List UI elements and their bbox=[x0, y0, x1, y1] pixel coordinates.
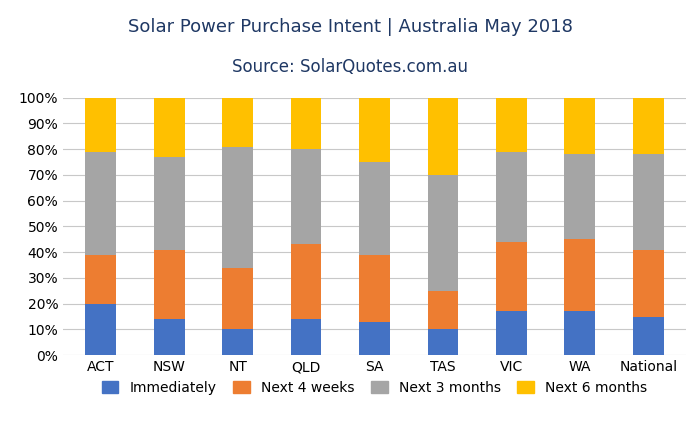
Bar bbox=[154, 157, 185, 250]
Text: Solar Power Purchase Intent | Australia May 2018: Solar Power Purchase Intent | Australia … bbox=[127, 18, 573, 36]
Bar bbox=[85, 152, 116, 255]
Bar bbox=[633, 317, 664, 355]
Bar bbox=[222, 147, 253, 268]
Bar bbox=[564, 311, 595, 355]
Bar bbox=[428, 175, 458, 291]
Bar bbox=[359, 255, 390, 322]
Bar bbox=[222, 98, 253, 147]
Bar bbox=[85, 255, 116, 304]
Bar bbox=[85, 304, 116, 355]
Bar bbox=[633, 155, 664, 250]
Bar bbox=[496, 242, 527, 311]
Bar bbox=[154, 319, 185, 355]
Bar bbox=[633, 98, 664, 155]
Bar bbox=[290, 98, 321, 149]
Bar bbox=[428, 98, 458, 175]
Bar bbox=[428, 329, 458, 355]
Bar bbox=[290, 319, 321, 355]
Bar bbox=[359, 98, 390, 162]
Bar bbox=[290, 149, 321, 245]
Bar bbox=[564, 239, 595, 311]
Bar bbox=[290, 245, 321, 319]
Bar bbox=[222, 268, 253, 329]
Bar bbox=[85, 98, 116, 152]
Bar bbox=[359, 322, 390, 355]
Legend: Immediately, Next 4 weeks, Next 3 months, Next 6 months: Immediately, Next 4 weeks, Next 3 months… bbox=[102, 381, 648, 395]
Bar bbox=[496, 98, 527, 152]
Bar bbox=[222, 329, 253, 355]
Bar bbox=[633, 250, 664, 317]
Bar bbox=[154, 250, 185, 319]
Bar bbox=[496, 311, 527, 355]
Bar bbox=[564, 155, 595, 239]
Bar bbox=[496, 152, 527, 242]
Text: Source: SolarQuotes.com.au: Source: SolarQuotes.com.au bbox=[232, 58, 468, 76]
Bar bbox=[359, 162, 390, 255]
Bar bbox=[428, 291, 458, 329]
Bar bbox=[154, 98, 185, 157]
Bar bbox=[564, 98, 595, 155]
